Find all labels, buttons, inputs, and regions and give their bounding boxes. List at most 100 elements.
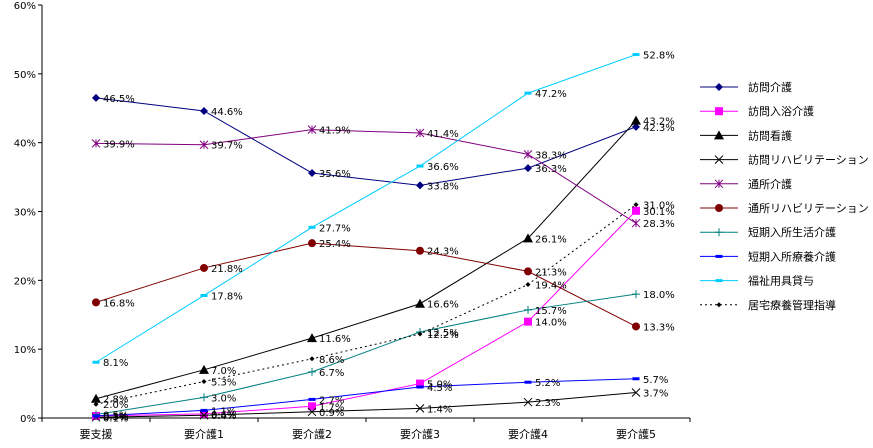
- data-point: [525, 281, 531, 287]
- data-point: [631, 218, 641, 228]
- x-tick-label: 要介護3: [400, 427, 440, 441]
- series-7: [92, 377, 640, 418]
- x-tick-label: 要介護4: [508, 427, 548, 441]
- data-point: [631, 115, 641, 125]
- data-point: [632, 377, 640, 381]
- data-point: [91, 393, 101, 403]
- data-point: [308, 225, 316, 229]
- series-line: [95, 378, 637, 417]
- data-point: [415, 128, 425, 138]
- series-line: [95, 392, 637, 418]
- legend-label: 訪問リハビリテーション: [748, 153, 869, 167]
- data-label: 4.5%: [427, 383, 452, 394]
- data-label: 15.7%: [535, 306, 567, 317]
- legend-item: 訪問リハビリテーション: [700, 153, 869, 167]
- data-point: [416, 379, 424, 388]
- series-2: [91, 115, 641, 403]
- y-tick-label: 20%: [14, 276, 36, 287]
- data-label: 0.6%: [211, 410, 236, 421]
- data-label: 18.0%: [643, 290, 675, 301]
- data-label: 0.1%: [103, 413, 128, 424]
- data-point: [415, 404, 425, 413]
- data-point: [92, 360, 100, 364]
- legend-label: 居宅療養管理指導: [748, 298, 836, 312]
- data-label: 5.7%: [643, 375, 668, 386]
- data-point: [200, 107, 208, 116]
- data-point: [307, 125, 317, 134]
- data-point: [632, 122, 640, 131]
- data-label: 41.9%: [319, 126, 351, 137]
- data-label: 5.0%: [427, 380, 452, 391]
- data-label: 0.5%: [103, 411, 128, 422]
- data-label: 0.9%: [319, 408, 344, 419]
- data-point: [523, 397, 533, 407]
- data-label: 1.4%: [427, 404, 452, 415]
- y-tick-label: 50%: [14, 70, 36, 81]
- data-point: [523, 150, 533, 159]
- legend-item: 通所リハビリテーション: [700, 202, 869, 215]
- legend-marker: [715, 279, 723, 283]
- data-point: [199, 410, 209, 420]
- data-point: [199, 364, 209, 374]
- legend-marker: [715, 228, 723, 237]
- legend-marker: [715, 83, 723, 91]
- data-label: 17.8%: [211, 291, 243, 302]
- series-9: [93, 202, 639, 407]
- data-label: 0.3%: [103, 412, 128, 423]
- data-label: 5.3%: [211, 378, 236, 389]
- data-label: 33.8%: [427, 181, 459, 192]
- data-point: [632, 322, 640, 331]
- data-label: 2.7%: [319, 395, 344, 406]
- legend-label: 訪問入浴介護: [748, 104, 814, 118]
- data-label: 46.5%: [103, 94, 135, 105]
- x-tick-label: 要介護1: [184, 427, 224, 441]
- data-label: 35.6%: [319, 169, 351, 180]
- data-label: 2.0%: [103, 400, 128, 411]
- data-point: [308, 402, 316, 411]
- data-point: [309, 356, 315, 362]
- data-label: 11.6%: [319, 334, 351, 345]
- data-point: [308, 168, 316, 177]
- data-point: [524, 91, 532, 95]
- data-label: 16.6%: [427, 300, 459, 311]
- series-line: [95, 242, 637, 327]
- data-point: [631, 388, 641, 397]
- data-point: [416, 246, 424, 255]
- y-tick-label: 0%: [20, 414, 36, 425]
- data-point: [524, 164, 532, 173]
- legend-label: 短期入所生活介護: [748, 225, 836, 239]
- data-label: 26.1%: [535, 234, 567, 245]
- y-tick-label: 40%: [14, 139, 36, 150]
- legend-marker: [715, 107, 723, 116]
- data-label: 21.3%: [535, 267, 567, 278]
- legend-item: 福祉用具貸与: [700, 274, 814, 288]
- data-label: 36.6%: [427, 162, 459, 173]
- data-label: 8.6%: [319, 355, 344, 366]
- data-point: [416, 164, 424, 168]
- legend-item: 通所介護: [700, 177, 792, 191]
- data-label: 2.8%: [103, 395, 128, 406]
- data-label: 28.3%: [643, 219, 675, 230]
- data-label: 39.9%: [103, 139, 135, 150]
- data-point: [92, 298, 100, 307]
- data-label: 39.7%: [211, 141, 243, 152]
- data-point: [417, 331, 423, 337]
- y-tick-label: 30%: [14, 208, 36, 219]
- axes: 0% 10% 20% 30% 40% 50% 60% 要支援 要介護1 要介護2 要介護3 要介護4 要…: [14, 1, 691, 441]
- data-label: 13.3%: [643, 322, 675, 333]
- data-label: 7.0%: [211, 366, 236, 377]
- data-point: [307, 333, 317, 343]
- data-label: 14.0%: [535, 318, 567, 329]
- data-label: 1.1%: [211, 406, 236, 417]
- legend-label: 通所介護: [748, 177, 792, 191]
- data-point: [416, 385, 424, 389]
- legend-marker: [715, 254, 723, 258]
- y-tick-label: 60%: [14, 1, 36, 12]
- series-5: [92, 239, 640, 331]
- data-point: [91, 139, 101, 148]
- legend-label: 通所リハビリテーション: [748, 202, 869, 215]
- data-point: [93, 401, 99, 407]
- data-label: 6.7%: [319, 368, 344, 379]
- data-label: 2.3%: [535, 398, 560, 409]
